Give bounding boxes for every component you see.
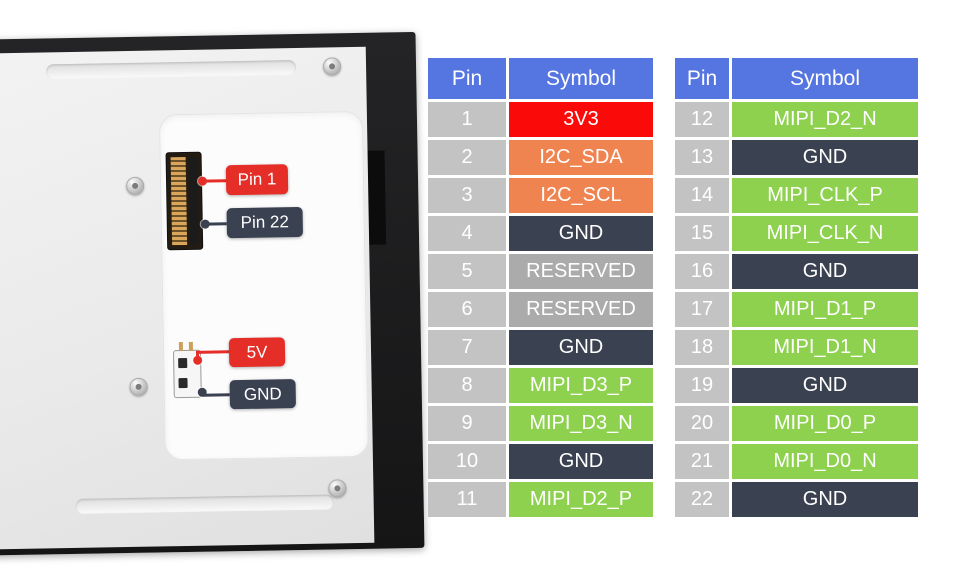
pin-number-cell: 22 — [675, 482, 729, 517]
symbol-cell: MIPI_CLK_N — [732, 216, 918, 251]
screw-icon — [322, 57, 342, 76]
pin22-leader-line — [205, 222, 227, 226]
pin-number-cell: 5 — [428, 254, 506, 289]
symbol-cell: MIPI_D1_N — [732, 330, 918, 365]
symbol-cell: GND — [509, 216, 653, 251]
pin1-leader-line — [203, 179, 227, 183]
pin-number-cell: 14 — [675, 178, 729, 213]
symbol-cell: RESERVED — [509, 292, 653, 327]
screw-icon — [328, 479, 347, 498]
symbol-cell: MIPI_D0_P — [732, 406, 918, 441]
symbol-cell: MIPI_CLK_P — [732, 178, 918, 213]
fpc-connector — [165, 151, 204, 251]
symbol-cell: GND — [732, 140, 918, 175]
header-cell: Pin — [675, 58, 729, 99]
pin-number-cell: 4 — [428, 216, 506, 251]
pin-number-cell: 13 — [675, 140, 729, 175]
pin-number-cell: 10 — [428, 444, 506, 479]
callout-5v: 5V — [228, 337, 286, 368]
symbol-cell: I2C_SCL — [509, 178, 653, 213]
symbol-cell: MIPI_D1_P — [732, 292, 918, 327]
gnd-leader-line — [202, 393, 230, 397]
callout-pin22-label: Pin 22 — [240, 212, 290, 233]
pinout-table-1: Pin Symbol 1 3V3 2 I2C_SDA 3 I2C_SCL 4 GND 5 RESERV… — [428, 58, 653, 517]
v5-leader-line — [195, 350, 230, 354]
header-cell: Pin — [428, 58, 506, 99]
power-slot — [178, 377, 188, 389]
panel-back-face: Pin 1 Pin 22 5V — [0, 46, 375, 551]
pin-number-cell: 1 — [428, 102, 506, 137]
fpc-pins — [170, 156, 188, 246]
symbol-cell: MIPI_D2_P — [509, 482, 653, 517]
symbol-cell: GND — [509, 444, 653, 479]
symbol-cell: GND — [732, 482, 918, 517]
callout-pin1-label: Pin 1 — [237, 169, 277, 190]
pin-number-cell: 20 — [675, 406, 729, 441]
screw-icon — [129, 377, 148, 396]
callout-pin22: Pin 22 — [226, 206, 304, 239]
symbol-cell: I2C_SDA — [509, 140, 653, 175]
pin-number-cell: 18 — [675, 330, 729, 365]
symbol-cell: 3V3 — [509, 102, 653, 137]
symbol-cell: MIPI_D2_N — [732, 102, 918, 137]
fpc-body — [188, 156, 200, 245]
panel-groove-bottom — [75, 494, 334, 514]
panel-groove-top — [45, 60, 297, 80]
pinout-tables: Pin Symbol 1 3V3 2 I2C_SDA 3 I2C_SCL 4 GND 5 RESERV… — [428, 58, 918, 517]
symbol-cell: GND — [732, 254, 918, 289]
header-cell: Symbol — [509, 58, 653, 99]
power-pin — [188, 341, 193, 351]
pin-number-cell: 12 — [675, 102, 729, 137]
symbol-cell: MIPI_D0_N — [732, 444, 918, 479]
power-pin — [178, 342, 183, 352]
symbol-cell: MIPI_D3_N — [509, 406, 653, 441]
panel-photo: Pin 1 Pin 22 5V — [0, 31, 425, 557]
symbol-cell: MIPI_D3_P — [509, 368, 653, 403]
pin-number-cell: 9 — [428, 406, 506, 441]
pin-number-cell: 8 — [428, 368, 506, 403]
pin-number-cell: 11 — [428, 482, 506, 517]
callout-5v-label: 5V — [246, 342, 268, 362]
pin-number-cell: 16 — [675, 254, 729, 289]
callout-gnd: GND — [229, 379, 297, 410]
callout-pin1: Pin 1 — [225, 164, 289, 196]
pin-number-cell: 2 — [428, 140, 506, 175]
pin-number-cell: 19 — [675, 368, 729, 403]
symbol-cell: GND — [509, 330, 653, 365]
pin-number-cell: 3 — [428, 178, 506, 213]
callout-gnd-label: GND — [243, 383, 282, 404]
symbol-cell: GND — [732, 368, 918, 403]
pin-number-cell: 21 — [675, 444, 729, 479]
header-cell: Symbol — [732, 58, 918, 99]
pin-number-cell: 17 — [675, 292, 729, 327]
pinout-table-2: Pin Symbol 12 MIPI_D2_N 13 GND 14 MIPI_CLK_P 15 M… — [675, 58, 918, 517]
pin-number-cell: 15 — [675, 216, 729, 251]
symbol-cell: RESERVED — [509, 254, 653, 289]
power-slot — [178, 357, 188, 369]
pin-number-cell: 7 — [428, 330, 506, 365]
pin-number-cell: 6 — [428, 292, 506, 327]
screw-icon — [125, 176, 145, 196]
